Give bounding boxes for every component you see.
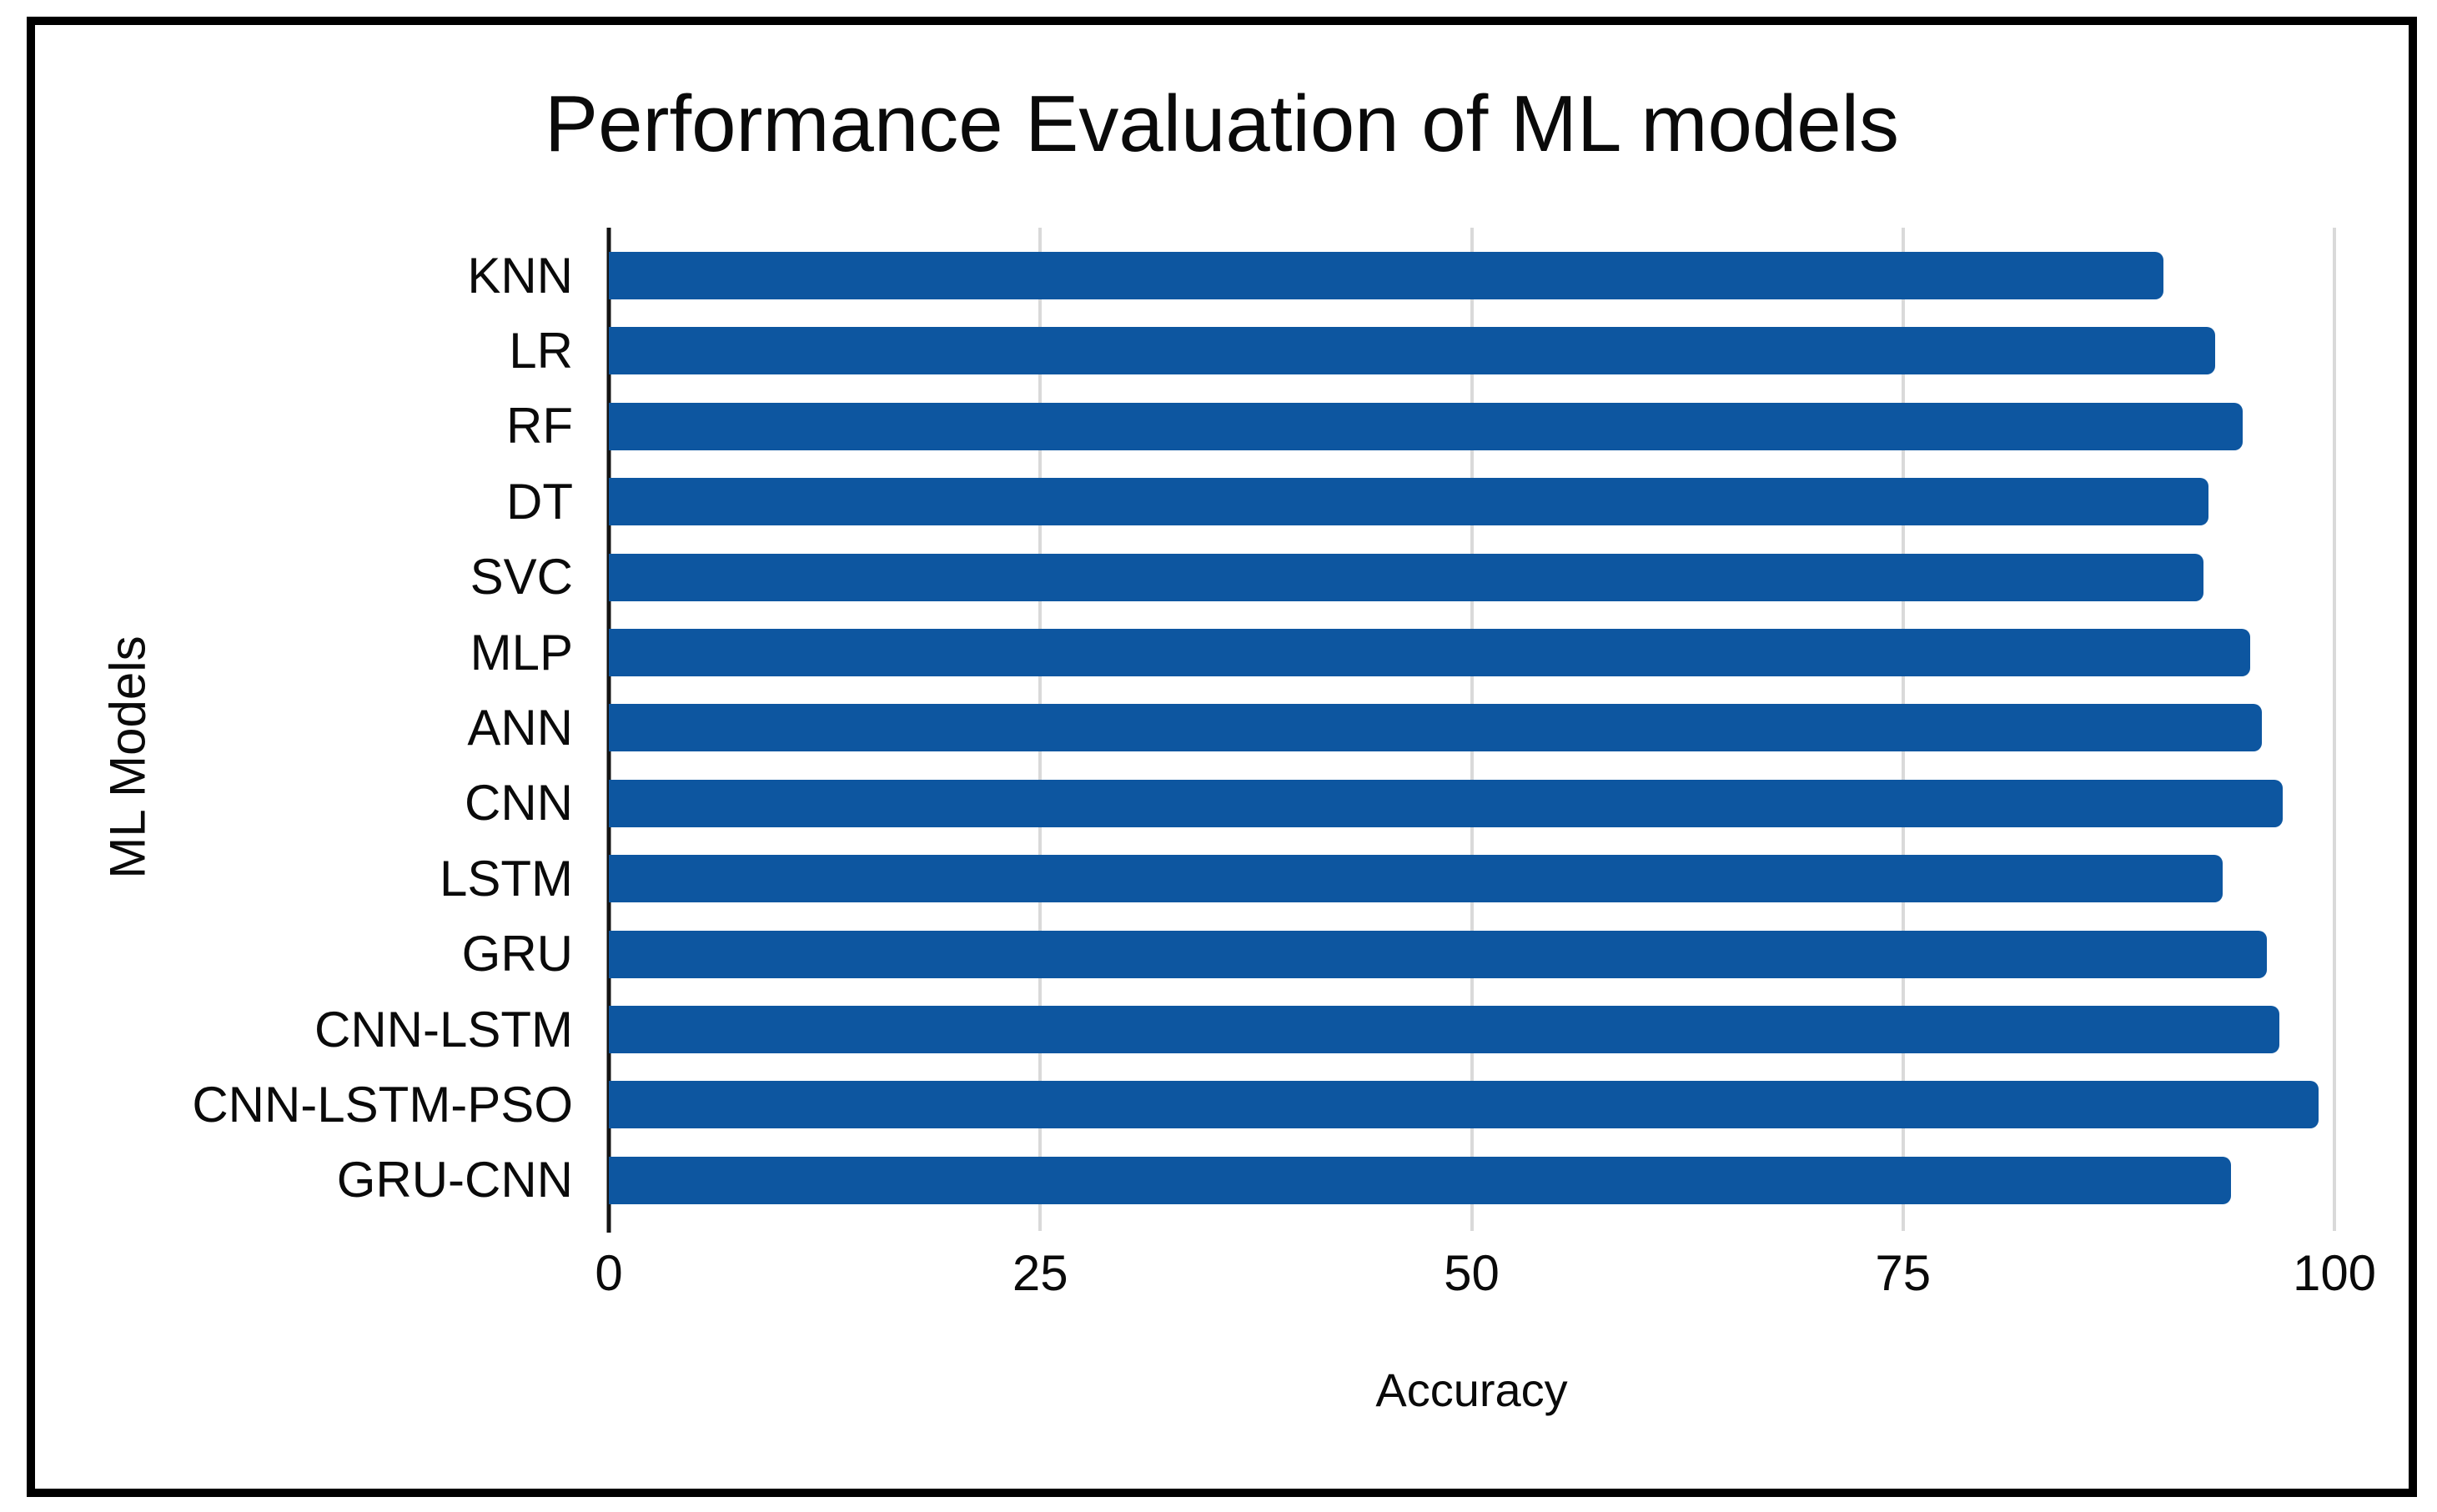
bar-gru <box>609 930 2268 978</box>
y-category-label-cnn-lstm-pso: CNN-LSTM-PSO <box>192 1076 573 1133</box>
bar-gru-cnn <box>609 1156 2231 1204</box>
chart-title: Performance Evaluation of ML models <box>545 79 1899 168</box>
x-tick-label-75: 75 <box>1875 1245 1932 1301</box>
y-category-label-mlp: MLP <box>470 624 573 681</box>
bar-lr <box>609 327 2216 375</box>
y-category-label-rf: RF <box>506 398 573 455</box>
x-tick-label-0: 0 <box>595 1245 623 1301</box>
chart-border-frame: Performance Evaluation of ML models ML M… <box>27 17 2417 1497</box>
bar-svc <box>609 553 2203 601</box>
bar-cnn-lstm <box>609 1006 2279 1053</box>
gridline-100 <box>2333 228 2336 1231</box>
y-category-label-knn: KNN <box>467 247 573 304</box>
plot-area <box>606 228 2336 1233</box>
x-axis-title: Accuracy <box>1375 1364 1568 1416</box>
y-category-label-lr: LR <box>509 322 573 379</box>
y-category-label-cnn: CNN <box>465 775 573 831</box>
bar-knn <box>609 252 2164 299</box>
x-tick-label-50: 50 <box>1444 1245 1500 1301</box>
x-tick-labels-container: 0 25 50 75 100 <box>595 1244 2376 1303</box>
y-category-label-cnn-lstm: CNN-LSTM <box>314 1001 573 1057</box>
y-category-label-svc: SVC <box>470 549 573 605</box>
y-category-label-dt: DT <box>506 473 573 530</box>
category-labels-container: KNN LR RF DT SVC MLP ANN CNN LSTM GRU CNN-LSTM CNN-… <box>35 228 573 1224</box>
y-category-label-gru: GRU <box>461 926 573 982</box>
bar-dt <box>609 478 2208 526</box>
bar-ann <box>609 704 2263 752</box>
bar-mlp <box>609 629 2250 676</box>
y-category-label-gru-cnn: GRU-CNN <box>336 1152 573 1208</box>
y-category-label-ann: ANN <box>467 699 573 756</box>
bar-lstm <box>609 855 2223 903</box>
bar-rf <box>609 402 2244 450</box>
x-tick-label-100: 100 <box>2292 1245 2377 1301</box>
bar-cnn <box>609 779 2283 827</box>
x-tick-label-25: 25 <box>1012 1245 1068 1301</box>
y-category-label-lstm: LSTM <box>439 850 573 907</box>
bar-cnn-lstm-pso <box>609 1081 2319 1129</box>
